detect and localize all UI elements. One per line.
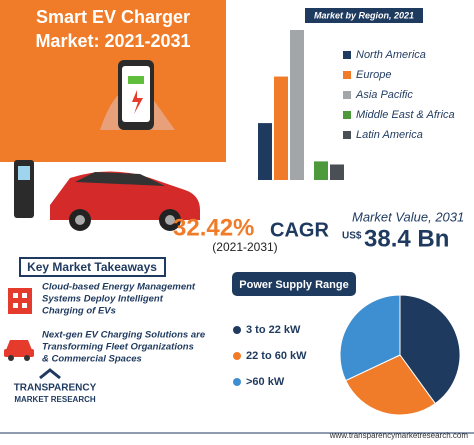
legend-label: Latin America <box>356 129 423 141</box>
legend-swatch <box>343 71 351 79</box>
legend-label: Middle East & Africa <box>356 109 455 121</box>
bar-chart: Market by Region, 2021 North America Europ… <box>258 8 455 180</box>
logo-text: TRANSPARENCY <box>14 383 97 394</box>
legend-swatch <box>233 326 241 334</box>
bar <box>258 123 272 180</box>
bar <box>274 76 288 180</box>
currency: US$ <box>342 231 362 242</box>
market-value: 38.4 Bn <box>364 225 449 252</box>
legend-swatch <box>233 378 241 386</box>
legend-swatch <box>233 352 241 360</box>
chart-title: Power Supply Range <box>239 279 348 291</box>
takeaways-title: Key Market Takeaways <box>27 260 157 274</box>
pie-chart: Power Supply Range 3 to 22 kW 22 to 60 kW >… <box>232 272 461 416</box>
building-icon <box>8 288 32 314</box>
cagr-label: CAGR <box>270 219 329 241</box>
legend-swatch <box>343 131 351 139</box>
chart-title: Market by Region, 2021 <box>314 10 414 20</box>
header-panel <box>0 0 226 162</box>
pie-slice <box>339 294 401 382</box>
legend-swatch <box>343 111 351 119</box>
cagr-value: 32.42% <box>173 214 254 241</box>
chart-title-box <box>232 272 356 296</box>
legend-label: >60 kW <box>246 376 285 388</box>
logo-mark <box>39 368 61 380</box>
bar <box>330 164 344 180</box>
car-illustration <box>14 160 200 231</box>
legend-swatch <box>343 91 351 99</box>
logo-text: MARKET RESEARCH <box>14 395 96 404</box>
market-value-label: Market Value, 2031 <box>352 209 464 224</box>
takeaway-line: Charging of EVs <box>42 306 116 317</box>
legend-label: Asia Pacific <box>355 89 413 101</box>
legend-label: 3 to 22 kW <box>246 324 301 336</box>
ev-icon <box>4 340 34 361</box>
takeaway-line: Next-gen EV Charging Solutions are <box>42 330 206 341</box>
footer-url: www.transparencymarketresearch.com <box>329 431 469 440</box>
takeaway-line: Transforming Fleet Organizations <box>42 342 194 353</box>
title: Market: 2021-2031 <box>35 31 190 51</box>
chart-title-box <box>305 8 423 23</box>
takeaway-line: Cloud-based Energy Management <box>42 282 196 293</box>
title: Smart EV Charger <box>36 7 190 27</box>
legend-swatch <box>343 51 351 59</box>
phone-illustration <box>100 60 175 130</box>
legend-label: 22 to 60 kW <box>246 350 307 362</box>
pie-slice <box>345 354 436 416</box>
cagr-period: (2021-2031) <box>212 240 277 254</box>
legend-label: Europe <box>356 69 391 81</box>
legend-label: North America <box>356 49 426 61</box>
takeaways-box <box>19 257 166 277</box>
bar <box>290 30 304 180</box>
bar <box>314 161 328 180</box>
takeaway-line: Systems Deploy Intelligent <box>42 294 164 305</box>
takeaway-line: & Commercial Spaces <box>42 354 142 365</box>
pie-slice <box>399 294 461 405</box>
